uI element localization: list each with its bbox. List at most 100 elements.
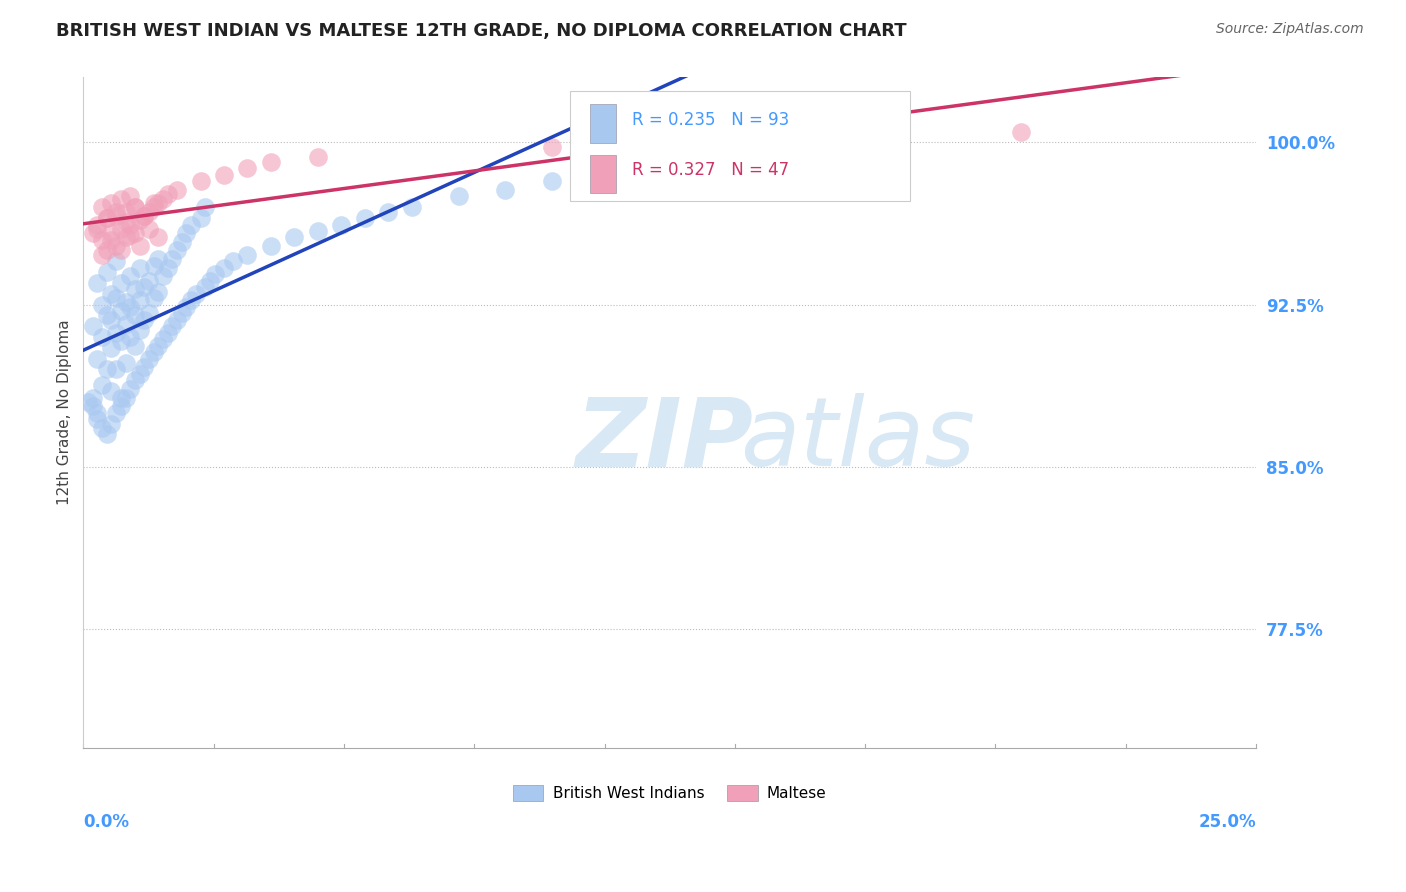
Point [283,230,305,244]
Point [82,399,104,413]
Text: ZIP: ZIP [576,393,754,486]
Point [1011,124,1033,138]
Point [156,260,179,275]
Point [91,200,114,214]
Point [96,211,118,225]
Point [142,195,165,210]
Point [124,200,146,214]
Point [401,200,423,214]
Point [138,306,160,320]
Point [148,285,170,299]
FancyBboxPatch shape [569,91,910,202]
Point [114,317,136,331]
Point [96,244,118,258]
Point [114,215,136,229]
Y-axis label: 12th Grade, No Diploma: 12th Grade, No Diploma [58,320,72,506]
Point [330,218,353,232]
Point [110,334,132,349]
Point [138,204,160,219]
Point [152,332,174,346]
Point [100,286,122,301]
Point [180,218,202,232]
Point [194,280,217,294]
Text: R = 0.235   N = 93: R = 0.235 N = 93 [633,111,789,129]
Point [128,260,150,275]
Point [148,195,170,210]
Point [120,228,142,243]
Point [212,168,235,182]
Point [100,312,122,326]
Point [170,235,193,249]
Point [114,295,136,310]
Point [110,222,132,236]
Point [142,291,165,305]
Point [114,391,136,405]
Text: 25.0%: 25.0% [1198,813,1256,830]
Point [120,189,142,203]
Point [105,326,128,340]
Point [260,239,283,253]
Point [120,330,142,344]
Point [91,297,114,311]
Point [105,209,128,223]
Point [120,382,142,396]
Point [91,233,114,247]
Text: 0.0%: 0.0% [83,813,129,830]
Point [110,276,132,290]
Point [142,200,165,214]
Point [190,174,212,188]
Point [96,427,118,442]
Point [114,230,136,244]
Text: R = 0.327   N = 47: R = 0.327 N = 47 [633,161,789,179]
Point [120,300,142,314]
Point [212,260,235,275]
Point [541,174,564,188]
Point [166,312,188,326]
Point [447,189,470,203]
Point [110,304,132,318]
Point [124,338,146,352]
Point [138,351,160,366]
Point [148,338,170,352]
Point [176,300,198,314]
Point [105,204,128,219]
Point [124,200,146,214]
Point [128,293,150,308]
Point [124,282,146,296]
Point [86,218,108,232]
Point [100,226,122,240]
Point [100,341,122,355]
Point [114,356,136,370]
Point [124,373,146,387]
Point [138,222,160,236]
Point [100,384,122,398]
Point [190,211,212,225]
Point [86,351,108,366]
Point [162,319,184,334]
Point [152,269,174,284]
Point [91,377,114,392]
Point [128,213,150,227]
Point [156,187,179,202]
Point [194,200,217,214]
Point [152,192,174,206]
Point [96,362,118,376]
Point [110,399,132,413]
Point [105,406,128,420]
Point [100,233,122,247]
Point [148,252,170,266]
Point [142,345,165,359]
Point [124,226,146,240]
Point [91,421,114,435]
Point [96,309,118,323]
Point [86,222,108,236]
Point [100,417,122,431]
Point [170,306,193,320]
Point [114,204,136,219]
Point [105,254,128,268]
Point [307,151,329,165]
FancyBboxPatch shape [591,154,616,194]
Point [128,324,150,338]
Point [353,211,375,225]
Point [176,226,198,240]
